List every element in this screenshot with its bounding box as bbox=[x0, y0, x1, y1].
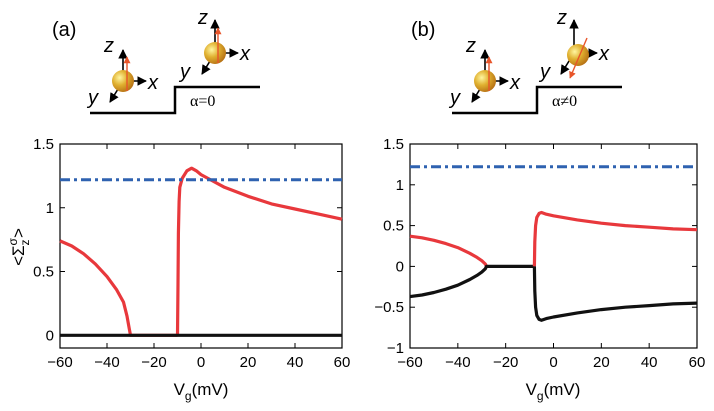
x-axis-label-b: Vg(mV) bbox=[526, 380, 581, 403]
x-tick-label: −60 bbox=[47, 354, 72, 371]
schematic-a: z x y z x y α=0 bbox=[86, 7, 260, 115]
step-edge-b bbox=[452, 85, 622, 115]
electron-sphere-icon bbox=[474, 70, 496, 92]
x-tick-label: −20 bbox=[493, 354, 518, 371]
alpha-label-a: α=0 bbox=[190, 93, 215, 110]
tilted-spin-arrow-icon bbox=[569, 37, 588, 79]
alpha-label-b: α≠0 bbox=[552, 93, 577, 110]
x-tick-label: 0 bbox=[549, 354, 557, 371]
x-tick-label: 60 bbox=[334, 354, 351, 371]
y-tick-label: 0.5 bbox=[33, 264, 54, 281]
axis-x-label-a2: x bbox=[239, 43, 251, 65]
series-line-black bbox=[409, 264, 535, 299]
electron-sphere-icon bbox=[567, 44, 589, 66]
axis-y-label-a2: y bbox=[178, 61, 191, 83]
electron-sphere-icon bbox=[112, 70, 134, 92]
x-tick-label: 20 bbox=[593, 354, 610, 371]
series-line-black bbox=[532, 266, 698, 322]
y-tick-label: 1 bbox=[396, 177, 404, 194]
x-tick-label: −20 bbox=[141, 354, 166, 371]
y-tick-label: 1.5 bbox=[33, 136, 54, 153]
y-axis-label-a: <Σzσ> bbox=[6, 228, 32, 266]
y-tick-label: 1 bbox=[46, 200, 54, 217]
y-tick-label: −0.5 bbox=[374, 299, 404, 316]
axis-z-label-b1: z bbox=[465, 35, 476, 57]
x-tick-label: −40 bbox=[445, 354, 470, 371]
axis-x-label-b2: x bbox=[598, 43, 610, 65]
schematic-b: z x y z x y α≠0 bbox=[448, 7, 622, 115]
axis-y-label-b1: y bbox=[448, 87, 461, 109]
x-axis-label-a: Vg(mV) bbox=[174, 380, 229, 403]
plot-a: −60 −40 −20 0 20 40 60 0 0.5 1 1.5 bbox=[33, 136, 350, 371]
x-tick-label: −60 bbox=[397, 354, 422, 371]
axis-z-label-a1: z bbox=[103, 35, 114, 57]
axis-x-label-a1: x bbox=[147, 72, 159, 94]
plot-b: −60 −40 −20 0 20 40 60 −1 −0.5 0 0.5 1 1.5 bbox=[374, 136, 705, 371]
x-tick-label: 40 bbox=[287, 354, 304, 371]
svg-text:<Σzσ>: <Σzσ> bbox=[6, 228, 32, 266]
panel-b-label: (b) bbox=[411, 19, 435, 41]
y-tick-label: 0.5 bbox=[383, 218, 404, 235]
x-tick-label: 0 bbox=[197, 354, 205, 371]
axis-y-label-b2: y bbox=[538, 61, 551, 83]
x-tick-label: 60 bbox=[689, 354, 706, 371]
axis-x-label-b1: x bbox=[509, 72, 521, 94]
y-tick-label: 1.5 bbox=[383, 136, 404, 153]
x-tick-label: 40 bbox=[641, 354, 658, 371]
panel-a-label: (a) bbox=[52, 19, 76, 41]
series-line-red bbox=[175, 166, 343, 336]
axis-y-label-a1: y bbox=[86, 87, 99, 109]
axis-z-label-b2: z bbox=[556, 7, 567, 29]
electron-sphere-icon bbox=[204, 42, 226, 64]
series-line-red bbox=[532, 210, 698, 267]
series-line-red bbox=[409, 234, 488, 268]
x-tick-label: −40 bbox=[94, 354, 119, 371]
y-tick-label: 0 bbox=[46, 327, 54, 344]
y-tick-label: −1 bbox=[387, 340, 404, 357]
axis-z-label-a2: z bbox=[197, 7, 208, 29]
step-edge-a bbox=[90, 85, 260, 115]
series-line-red bbox=[59, 239, 178, 337]
y-tick-label: 0 bbox=[396, 258, 404, 275]
x-tick-label: 20 bbox=[240, 354, 257, 371]
